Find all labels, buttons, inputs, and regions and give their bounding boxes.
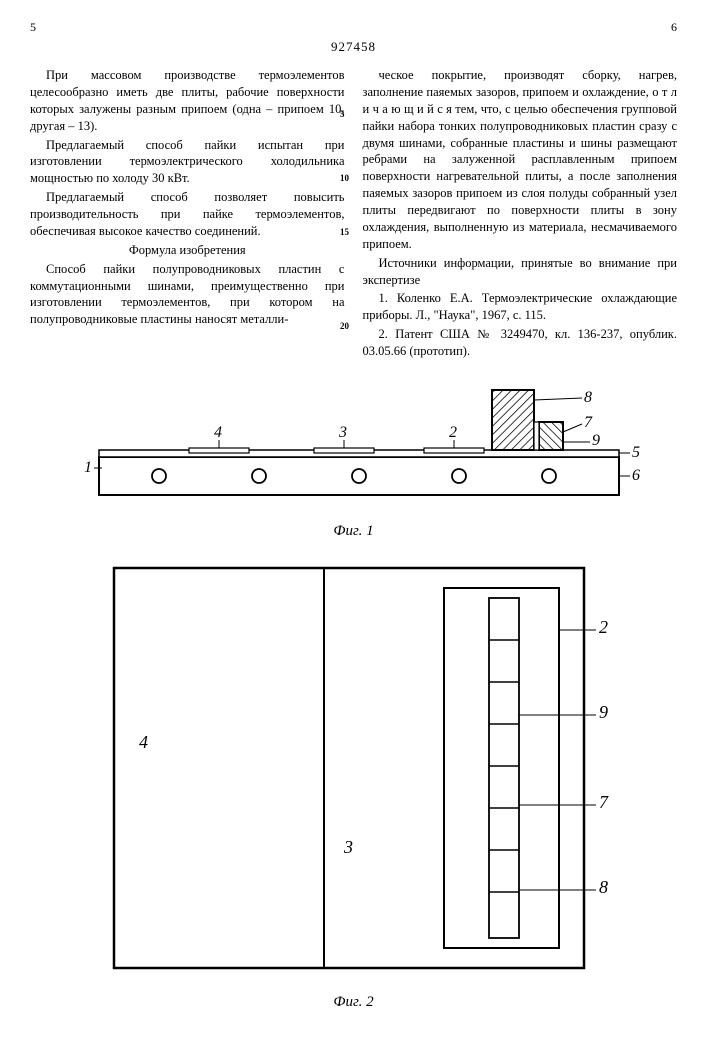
figure-2: 4 3 2 9 7 8 [84, 558, 624, 988]
left-p1: При массовом производстве термоэлементов… [30, 67, 345, 135]
fig1-caption: Фиг. 1 [30, 523, 677, 540]
patent-number: 927458 [30, 39, 677, 55]
svg-text:2: 2 [449, 424, 457, 441]
line-marker-20: 20 [340, 321, 349, 331]
right-p1: ческое покрытие, производят сборку, нагр… [363, 67, 678, 253]
page-num-left: 5 [30, 20, 36, 35]
svg-text:9: 9 [599, 702, 608, 722]
svg-text:5: 5 [632, 444, 640, 461]
svg-text:3: 3 [338, 424, 347, 441]
svg-text:7: 7 [584, 414, 593, 431]
svg-text:6: 6 [632, 467, 640, 484]
line-marker-5: 5 [340, 109, 345, 119]
svg-text:1: 1 [84, 459, 92, 476]
svg-text:7: 7 [599, 792, 609, 812]
figure-1: 1 4 3 2 8 7 9 5 6 [44, 382, 664, 517]
right-column: ческое покрытие, производят сборку, нагр… [363, 67, 678, 362]
source-2: 2. Патент США № 3249470, кл. 136-237, оп… [363, 326, 678, 360]
sources-header: Источники информации, принятые во вниман… [363, 255, 678, 289]
line-marker-15: 15 [340, 227, 349, 237]
left-p4: Способ пайки полупроводниковых пластин с… [30, 261, 345, 329]
left-p3: Предлагаемый способ позволяет повысить п… [30, 189, 345, 240]
line-marker-10: 10 [340, 173, 349, 183]
page-num-right: 6 [671, 20, 677, 35]
left-column: При массовом производстве термоэлементов… [30, 67, 345, 362]
svg-text:3: 3 [343, 837, 353, 857]
svg-text:9: 9 [592, 432, 600, 449]
left-p2: Предлагаемый способ пайки испытан при из… [30, 137, 345, 188]
formula-heading: Формула изобретения [30, 242, 345, 259]
svg-text:2: 2 [599, 617, 608, 637]
fig2-caption: Фиг. 2 [30, 994, 677, 1011]
svg-text:8: 8 [584, 389, 592, 406]
svg-text:8: 8 [599, 877, 608, 897]
svg-text:4: 4 [214, 424, 222, 441]
source-1: 1. Коленко Е.А. Термоэлектрические охлаж… [363, 290, 678, 324]
svg-text:4: 4 [139, 732, 148, 752]
